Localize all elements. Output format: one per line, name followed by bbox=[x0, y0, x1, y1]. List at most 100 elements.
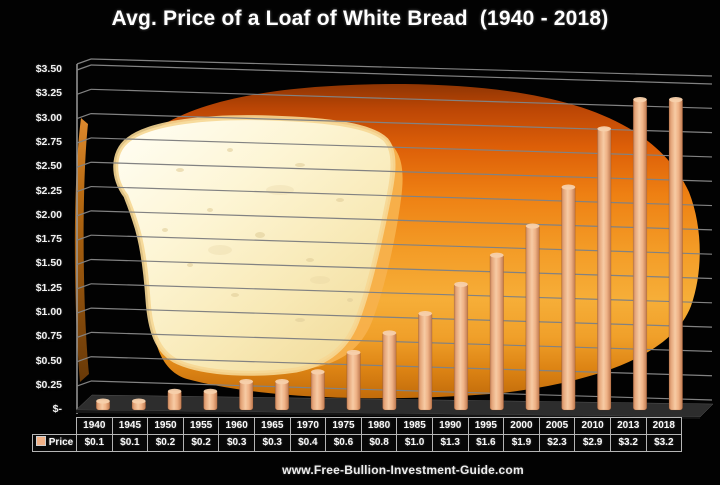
price-cell: $1.9 bbox=[503, 434, 540, 452]
price-series-swatch-icon bbox=[35, 436, 46, 446]
year-cell: 1950 bbox=[147, 417, 184, 435]
grid-line bbox=[90, 88, 713, 109]
bread-slice-face bbox=[113, 115, 396, 376]
price-cell: $0.3 bbox=[253, 434, 291, 452]
table-column-1945: 1945 $0.1 bbox=[111, 417, 149, 452]
bar-2000 bbox=[525, 224, 540, 411]
table-column-1985: 1985 $1.0 bbox=[396, 417, 433, 452]
legend-spacer-cell bbox=[32, 417, 77, 435]
bar-1985 bbox=[418, 312, 433, 411]
table-column-1970: 1970 $0.4 bbox=[289, 417, 327, 452]
grid-connector bbox=[76, 210, 92, 217]
y-axis-tick-label: $3.25 bbox=[35, 87, 62, 100]
grid-connector bbox=[76, 88, 92, 95]
website-url: www.Free-Bullion-Investment-Guide.com bbox=[282, 463, 524, 477]
table-column-2010: 2010 $2.9 bbox=[574, 417, 611, 452]
year-cell: 2005 bbox=[538, 417, 576, 435]
price-cell: $0.3 bbox=[218, 434, 255, 452]
bar-1995 bbox=[489, 254, 504, 411]
grid-connector bbox=[76, 331, 92, 338]
bar-1960 bbox=[239, 380, 254, 411]
price-cell: $2.3 bbox=[538, 434, 576, 452]
bread-crumb-speckles bbox=[162, 148, 353, 322]
price-cell: $0.8 bbox=[360, 434, 398, 452]
price-cell: $0.2 bbox=[147, 434, 184, 452]
year-cell: 1965 bbox=[253, 417, 291, 435]
bar-top-cap bbox=[454, 281, 468, 287]
bar-1970 bbox=[310, 370, 325, 411]
legend-label: Price bbox=[48, 437, 74, 448]
y-axis-tick-label: $2.50 bbox=[35, 160, 62, 173]
table-column-1960: 1960 $0.3 bbox=[218, 417, 255, 452]
y-axis-tick-label: $- bbox=[52, 403, 62, 415]
year-cell: 1970 bbox=[289, 417, 327, 435]
legend-price-cell: Price bbox=[32, 434, 77, 452]
grid-connector bbox=[76, 380, 92, 387]
year-cell: 2018 bbox=[645, 417, 683, 435]
price-cell: $1.6 bbox=[467, 434, 505, 452]
grid-connector bbox=[76, 113, 92, 120]
y-axis-tick-label: $2.25 bbox=[35, 184, 62, 197]
year-cell: 1955 bbox=[182, 417, 220, 435]
year-cell: 1995 bbox=[467, 417, 505, 435]
grid-connector bbox=[76, 137, 92, 144]
bar-top-cap bbox=[203, 388, 218, 394]
table-column-1950: 1950 $0.2 bbox=[147, 417, 184, 452]
year-cell: 1945 bbox=[111, 417, 149, 435]
bar-2010 bbox=[597, 127, 612, 411]
bar-top-cap bbox=[311, 369, 325, 375]
chart-title: Avg. Price of a Loaf of White Bread (194… bbox=[111, 7, 609, 30]
bar-top-cap bbox=[96, 398, 110, 404]
bar-2018 bbox=[668, 98, 683, 411]
year-cell: 1960 bbox=[218, 417, 255, 435]
year-cell: 2000 bbox=[503, 417, 540, 435]
table-column-1995: 1995 $1.6 bbox=[467, 417, 505, 452]
price-cell: $3.2 bbox=[609, 434, 647, 452]
y-axis-tick-label: $3.50 bbox=[35, 63, 62, 75]
price-cell: $0.6 bbox=[325, 434, 362, 452]
data-table: Price 1940 $0.1 1945 $0.1 1950 $0.2 1955 $0.2 19… bbox=[32, 417, 683, 452]
bar-top-cap bbox=[239, 379, 253, 385]
y-axis-tick-label: $0.75 bbox=[35, 330, 62, 343]
price-cell: $1.3 bbox=[431, 434, 469, 452]
grid-connector bbox=[76, 64, 92, 71]
price-cell: $0.1 bbox=[111, 434, 149, 452]
legend-column: Price bbox=[32, 417, 77, 452]
price-cell: $0.1 bbox=[76, 434, 113, 452]
bar-top-cap bbox=[132, 398, 146, 404]
bar-1965 bbox=[274, 380, 290, 411]
bar-2005 bbox=[561, 186, 576, 411]
price-cell: $3.2 bbox=[645, 434, 683, 452]
y-axis-tick-label: $0.25 bbox=[35, 379, 62, 392]
bar-2013 bbox=[632, 98, 648, 411]
bar-1990 bbox=[453, 283, 469, 411]
y-axis-tick-label: $3.00 bbox=[35, 111, 62, 124]
grid-connector bbox=[76, 185, 92, 193]
table-column-1980: 1980 $0.8 bbox=[360, 417, 398, 452]
bar-top-cap bbox=[275, 379, 289, 385]
table-column-2005: 2005 $2.3 bbox=[538, 417, 576, 452]
year-cell: 2010 bbox=[574, 417, 611, 435]
grid-connector bbox=[76, 283, 92, 290]
bar-top-cap bbox=[597, 126, 611, 132]
year-cell: 2013 bbox=[609, 417, 647, 435]
y-axis-tick-label: $1.25 bbox=[35, 281, 62, 294]
bar-top-cap bbox=[382, 330, 397, 336]
wall-top-edge bbox=[90, 58, 713, 77]
bar-top-cap bbox=[418, 310, 433, 317]
price-cell: $1.0 bbox=[396, 434, 433, 452]
grid-connector bbox=[76, 258, 92, 266]
bar-top-cap bbox=[490, 252, 504, 258]
table-column-1955: 1955 $0.2 bbox=[182, 417, 220, 452]
grid-line bbox=[90, 64, 713, 85]
year-cell: 1985 bbox=[396, 417, 433, 435]
y-axis-tick-label: $0.50 bbox=[35, 354, 62, 367]
bar-top-cap bbox=[669, 97, 683, 103]
y-axis-tick-label: $1.50 bbox=[35, 257, 62, 270]
table-column-2000: 2000 $1.9 bbox=[503, 417, 540, 452]
bar-top-cap bbox=[633, 97, 647, 103]
grid-connector bbox=[76, 307, 92, 314]
price-cell: $0.4 bbox=[289, 434, 327, 452]
table-column-1965: 1965 $0.3 bbox=[253, 417, 291, 452]
